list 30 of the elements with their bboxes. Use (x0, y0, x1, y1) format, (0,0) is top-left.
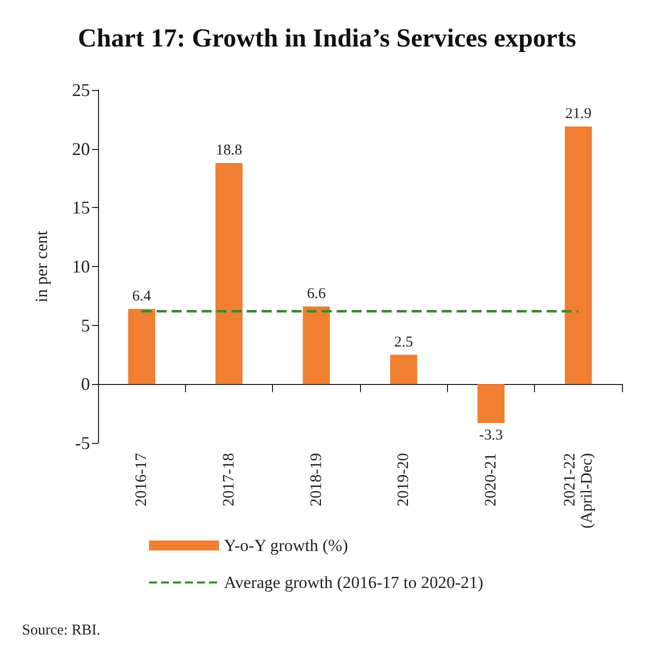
y-tick-label: -5 (75, 433, 90, 453)
x-tick-label: 2020-21 (482, 453, 500, 506)
y-tick-label: 20 (72, 138, 90, 159)
bar (564, 126, 592, 384)
chart-title: Chart 17: Growth in India’s Services exports (78, 24, 576, 52)
y-tick-label: 0 (81, 374, 90, 394)
legend-label: Average growth (2016-17 to 2020-21) (224, 573, 484, 592)
x-tick-label: 2016-17 (133, 453, 150, 506)
bar (390, 354, 418, 384)
data-label: 21.9 (565, 106, 592, 122)
x-tick-label: 2017-18 (220, 453, 238, 506)
data-label: -3.3 (479, 427, 503, 444)
data-label: 18.8 (216, 142, 242, 158)
x-tick-label: 2019-20 (395, 453, 412, 506)
source-note: Source: RBI. (22, 622, 100, 638)
legend-label: Y-o-Y growth (%) (224, 536, 348, 555)
y-tick-label: 5 (81, 315, 90, 336)
y-axis-title: in per cent (32, 230, 51, 302)
y-tick-label: 10 (72, 256, 90, 276)
data-label: 6.4 (132, 288, 152, 304)
x-tick-label: 2021-22 (April-Dec) (561, 453, 596, 529)
y-tick-label: 15 (72, 198, 90, 218)
bar (477, 384, 505, 423)
bar (128, 308, 156, 384)
bar (302, 306, 330, 384)
y-tick-label: 25 (72, 80, 90, 100)
data-label: 2.5 (394, 334, 414, 350)
data-label: 6.6 (306, 286, 326, 302)
bar (215, 162, 243, 384)
x-tick-label: 2018-19 (308, 453, 325, 506)
